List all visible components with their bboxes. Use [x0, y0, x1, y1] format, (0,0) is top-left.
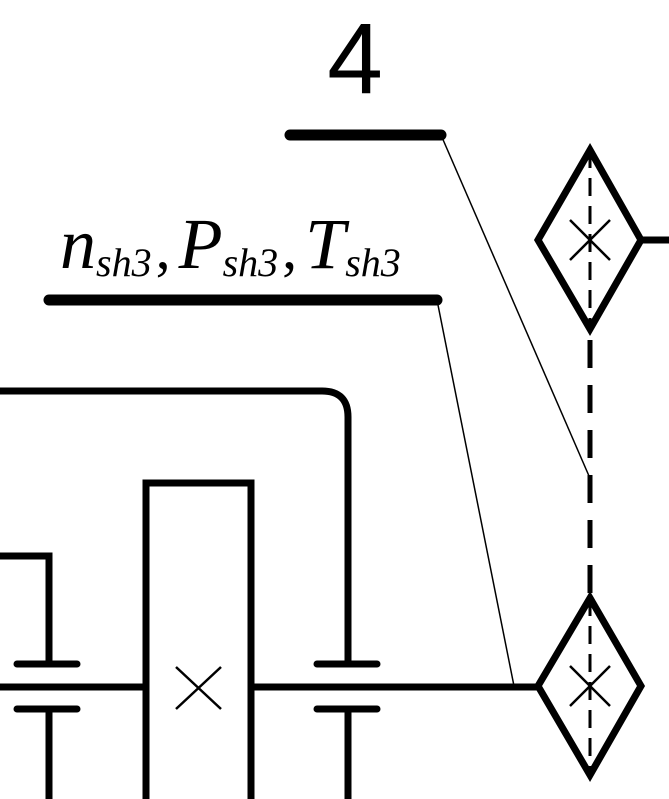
- housing-outline: [0, 387, 352, 664]
- upper-sprocket-cross-2: [569, 219, 611, 261]
- gear-cross-line-2: [175, 666, 222, 710]
- shaft-number-leader: [440, 134, 590, 477]
- param-separator-2: ,: [282, 215, 297, 281]
- param-t-sub: sh3: [345, 240, 401, 285]
- param-p: P: [178, 204, 223, 284]
- param-separator-1: ,: [156, 215, 171, 281]
- shaft-number-label: 4: [327, 3, 383, 115]
- lower-sprocket-cross-2: [569, 665, 611, 707]
- param-n: n: [60, 204, 96, 284]
- gear-wheel: [142, 479, 255, 799]
- shaft-params-label: nsh3, Psh3, Tsh3: [60, 204, 401, 285]
- param-t: T: [305, 204, 350, 284]
- left-bracket: [0, 552, 53, 664]
- param-p-sub: sh3: [223, 240, 279, 285]
- param-n-sub: sh3: [96, 240, 152, 285]
- shaft-params-leader: [436, 299, 515, 687]
